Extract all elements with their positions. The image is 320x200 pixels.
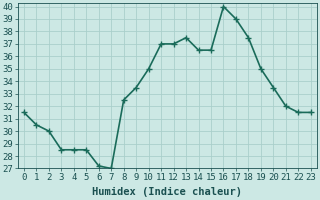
- X-axis label: Humidex (Indice chaleur): Humidex (Indice chaleur): [92, 187, 242, 197]
